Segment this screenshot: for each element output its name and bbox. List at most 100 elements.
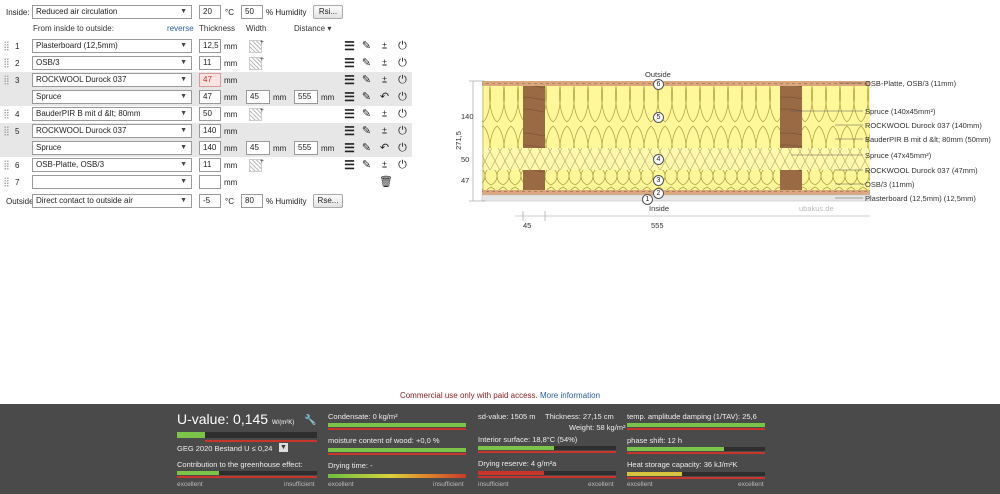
- edit-pencil-icon[interactable]: ✎: [361, 125, 372, 137]
- layer-material-select[interactable]: Plasterboard (12,5mm) ▼: [32, 39, 192, 53]
- inside-climate-select[interactable]: Reduced air circulation ▼: [32, 5, 192, 19]
- power-toggle-icon[interactable]: ⏻: [398, 57, 407, 69]
- drag-handle[interactable]: [4, 41, 9, 51]
- layer-material-select[interactable]: OSB/3 ▼: [32, 56, 192, 70]
- layer-material-select[interactable]: BauderPIR B mit d &lt; 80mm ▼: [32, 107, 192, 121]
- outside-climate-select[interactable]: Direct contact to outside air ▼: [32, 194, 192, 208]
- more-information-link[interactable]: More information: [540, 391, 601, 400]
- outside-temperature-input[interactable]: -5: [199, 194, 221, 208]
- distance-unit: mm: [321, 93, 335, 102]
- layer-thickness-input[interactable]: 47: [199, 73, 221, 87]
- drag-handle[interactable]: [4, 75, 9, 85]
- wrench-icon[interactable]: 🔧: [304, 415, 317, 426]
- add-inhomogeneous-icon[interactable]: +: [249, 56, 264, 70]
- layer-thickness-input[interactable]: [199, 175, 221, 189]
- chevron-down-icon: ▼: [180, 178, 187, 185]
- undo-arrow-icon[interactable]: ↶: [379, 91, 390, 103]
- insert-layer-icon[interactable]: ⩲: [381, 41, 388, 51]
- heat-storage-label: Heat storage capacity: 36 kJ/m²K: [627, 460, 738, 469]
- distance-unit: mm: [321, 144, 335, 153]
- undo-arrow-icon[interactable]: ↶: [379, 142, 390, 154]
- sub-thickness-input[interactable]: 140: [199, 141, 221, 155]
- greenhouse-red-line: [177, 476, 317, 478]
- power-toggle-icon[interactable]: ⏻: [398, 125, 407, 137]
- drag-handle[interactable]: [4, 58, 9, 68]
- rse-button[interactable]: Rse...: [313, 194, 343, 208]
- chevron-down-icon[interactable]: ▼: [279, 443, 288, 452]
- power-toggle-icon[interactable]: ⏻: [398, 91, 407, 103]
- menu-icon[interactable]: ☰: [344, 39, 355, 53]
- layer-thickness-input[interactable]: 50: [199, 107, 221, 121]
- edit-pencil-icon[interactable]: ✎: [361, 159, 372, 171]
- drag-handle[interactable]: [4, 160, 9, 170]
- edit-pencil-icon[interactable]: ✎: [361, 57, 372, 69]
- menu-icon[interactable]: ☰: [344, 158, 355, 172]
- distance-header[interactable]: Distance ▾: [294, 24, 332, 33]
- spruce-stud-47: [523, 170, 545, 190]
- edit-pencil-icon[interactable]: ✎: [361, 108, 372, 120]
- layer-material-select[interactable]: ▼: [32, 175, 192, 189]
- drag-handle[interactable]: [4, 126, 9, 136]
- sub-thickness-input[interactable]: 47: [199, 90, 221, 104]
- drag-handle[interactable]: [4, 109, 9, 119]
- outside-humidity-input[interactable]: 80: [241, 194, 263, 208]
- insert-layer-icon[interactable]: ⩲: [381, 58, 388, 68]
- sub-material-select[interactable]: Spruce ▼: [32, 90, 192, 104]
- sub-width-input[interactable]: 45: [246, 90, 270, 104]
- layer-material-select[interactable]: ROCKWOOL Durock 037 ▼: [32, 73, 192, 87]
- drag-handle[interactable]: [4, 177, 9, 187]
- add-inhomogeneous-icon[interactable]: +: [249, 158, 264, 172]
- menu-icon[interactable]: ☰: [344, 56, 355, 70]
- outside-temp-unit: °C: [225, 197, 234, 206]
- power-toggle-icon[interactable]: ⏻: [398, 108, 407, 120]
- edit-pencil-icon[interactable]: ✎: [361, 40, 372, 52]
- reverse-link[interactable]: reverse: [167, 24, 194, 33]
- moisture-red-line: [328, 453, 466, 455]
- temp-damping-red-line: [627, 428, 765, 430]
- power-toggle-icon[interactable]: ⏻: [398, 40, 407, 52]
- power-toggle-icon[interactable]: ⏻: [398, 74, 407, 86]
- sub-distance-input[interactable]: 555: [294, 90, 318, 104]
- insert-layer-icon[interactable]: ⩲: [381, 160, 388, 170]
- wall-cross-section: Outside Inside ubakus.de 271,5 140 50 47…: [454, 66, 1000, 236]
- edit-pencil-icon[interactable]: ✎: [361, 142, 372, 154]
- power-toggle-icon[interactable]: ⏻: [398, 142, 407, 154]
- menu-icon[interactable]: ☰: [344, 90, 355, 104]
- scale-excellent: excellent: [627, 481, 653, 488]
- sub-distance-input[interactable]: 555: [294, 141, 318, 155]
- layer-thickness-input[interactable]: 12,5: [199, 39, 221, 53]
- layer-thickness-input[interactable]: 140: [199, 124, 221, 138]
- layer-row: 3 ROCKWOOL Durock 037 ▼ 47 mm ☰ ✎ ⩲ ⏻: [0, 72, 412, 89]
- layer-material-value: OSB-Platte, OSB/3: [36, 160, 105, 169]
- scale-insufficient: insufficient: [284, 481, 315, 488]
- power-toggle-icon[interactable]: ⏻: [398, 159, 407, 171]
- sub-material-select[interactable]: Spruce ▼: [32, 141, 192, 155]
- inside-humidity-input[interactable]: 50: [241, 5, 263, 19]
- insert-layer-icon[interactable]: ⩲: [381, 109, 388, 119]
- interior-surface-bar: [478, 446, 616, 450]
- edit-pencil-icon[interactable]: ✎: [361, 91, 372, 103]
- layer-thickness-input[interactable]: 11: [199, 158, 221, 172]
- add-inhomogeneous-icon[interactable]: +: [249, 39, 264, 53]
- scale-excellent: excellent: [328, 481, 354, 488]
- insert-layer-icon[interactable]: ⩲: [381, 75, 388, 85]
- menu-icon[interactable]: ☰: [344, 107, 355, 121]
- menu-icon[interactable]: ☰: [344, 141, 355, 155]
- thickness-unit: mm: [224, 59, 238, 68]
- sub-width-input[interactable]: 45: [246, 141, 270, 155]
- chevron-down-icon: ▼: [180, 144, 187, 151]
- menu-icon[interactable]: ☰: [344, 124, 355, 138]
- insert-layer-icon[interactable]: ⩲: [381, 126, 388, 136]
- inside-temperature-input[interactable]: 20: [199, 5, 221, 19]
- add-inhomogeneous-icon[interactable]: +: [249, 107, 264, 121]
- results-panel: U-value: 0,145 W/(m²K) 🔧 GEG 2020 Bestan…: [0, 404, 1000, 494]
- edit-pencil-icon[interactable]: ✎: [361, 74, 372, 86]
- layer-thickness-input[interactable]: 11: [199, 56, 221, 70]
- layer-material-select[interactable]: ROCKWOOL Durock 037 ▼: [32, 124, 192, 138]
- trash-icon[interactable]: 🗑: [379, 176, 393, 188]
- menu-icon[interactable]: ☰: [344, 73, 355, 87]
- layer-material-select[interactable]: OSB-Platte, OSB/3 ▼: [32, 158, 192, 172]
- rsi-button[interactable]: Rsi...: [313, 5, 343, 19]
- chevron-down-icon: ▼: [180, 8, 187, 15]
- thickness-unit: mm: [224, 144, 238, 153]
